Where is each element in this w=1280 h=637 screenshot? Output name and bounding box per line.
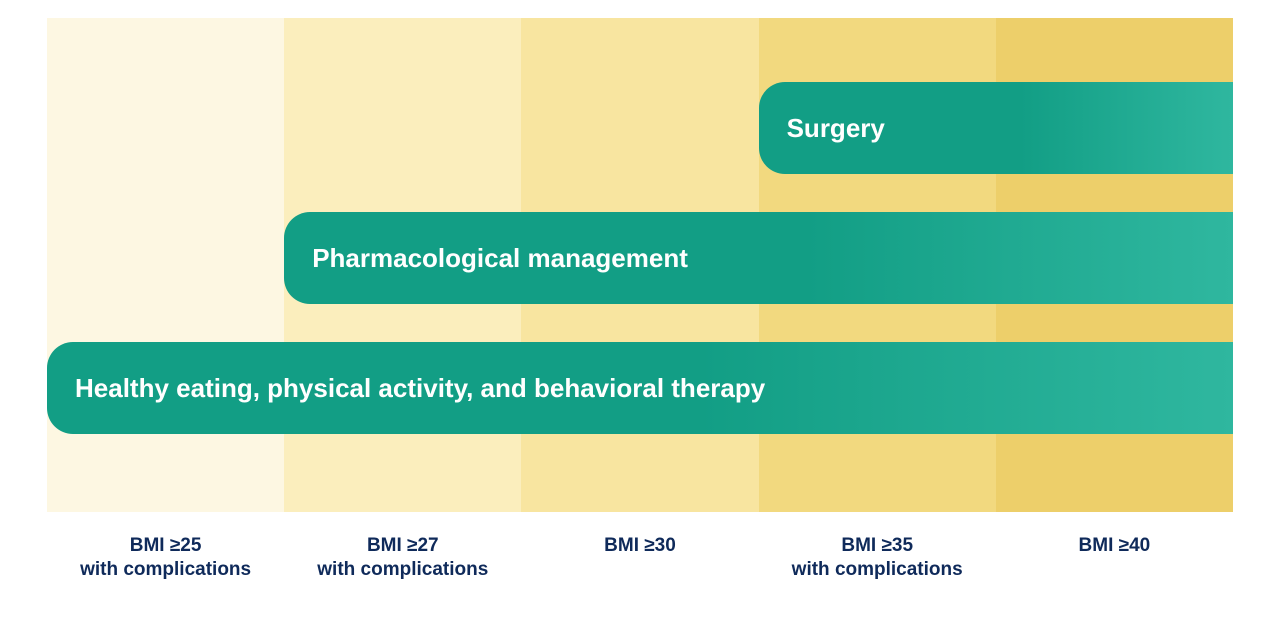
treatment-bar-label: Healthy eating, physical activity, and b…: [75, 373, 765, 404]
infographic-canvas: Surgery Pharmacological management Healthy…: [0, 0, 1280, 637]
treatment-bar-label: Surgery: [787, 113, 885, 144]
x-axis-label: BMI ≥25 with complications: [47, 534, 284, 582]
x-axis-label: BMI ≥30: [521, 534, 758, 558]
treatment-bar: Healthy eating, physical activity, and b…: [47, 342, 1233, 434]
bmi-column: [47, 18, 284, 512]
x-axis-labels: BMI ≥25 with complicationsBMI ≥27 with c…: [47, 534, 1233, 604]
treatment-bar-label: Pharmacological management: [312, 243, 688, 274]
x-axis-label: BMI ≥27 with complications: [284, 534, 521, 582]
x-axis-label: BMI ≥35 with complications: [759, 534, 996, 582]
treatment-bar: Pharmacological management: [284, 212, 1233, 304]
treatment-bar: Surgery: [759, 82, 1233, 174]
x-axis-label: BMI ≥40: [996, 534, 1233, 558]
chart-area: Surgery Pharmacological management Healthy…: [47, 18, 1233, 512]
